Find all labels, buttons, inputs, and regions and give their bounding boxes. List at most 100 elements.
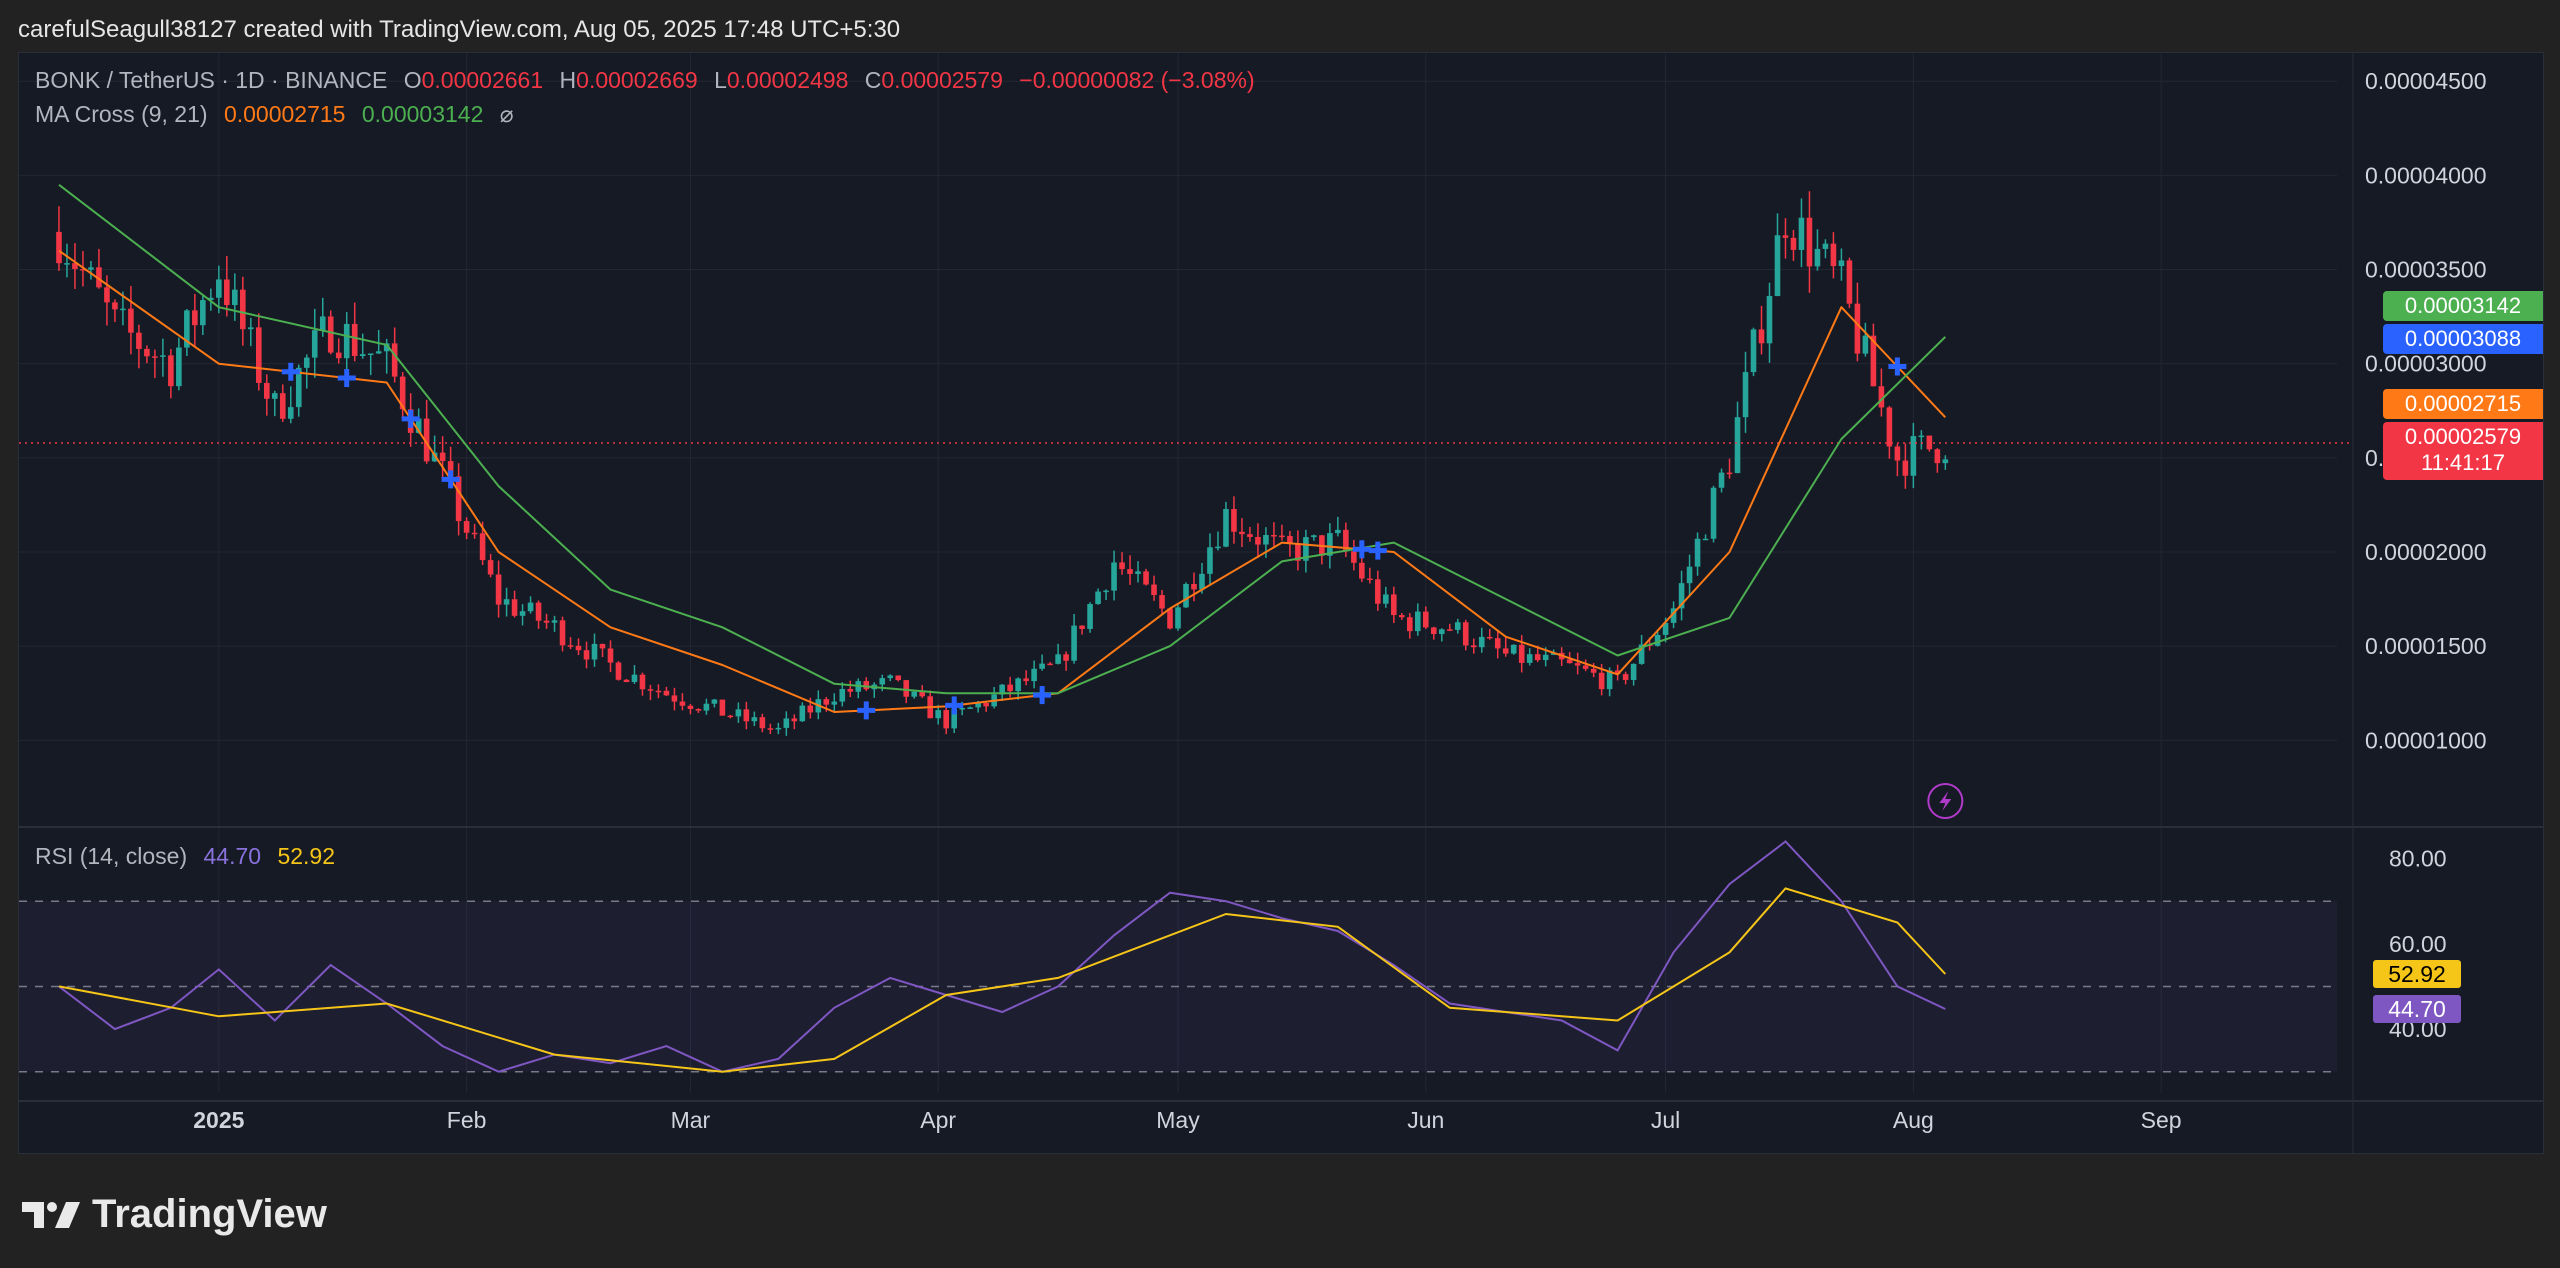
candle-body: [455, 476, 462, 522]
time-axis-label: Mar: [671, 1107, 711, 1133]
candle-body: [1750, 329, 1757, 373]
ma-cross-marker: [337, 369, 356, 388]
rsi-ma-badge: 52.92: [2373, 959, 2461, 988]
candle-body: [152, 356, 158, 358]
candle-body: [1015, 678, 1021, 692]
candle-body: [1510, 644, 1517, 654]
candle-body: [1199, 573, 1205, 590]
candle-body: [184, 310, 190, 348]
low-value: 0.00002498: [726, 67, 849, 93]
candle-body: [671, 695, 678, 702]
candle-body: [1327, 533, 1333, 556]
rsi-ma-badge-bg: [2373, 959, 2461, 988]
candle-body: [1542, 654, 1549, 661]
rsi-axis-tick-label: 60.00: [2389, 931, 2447, 957]
low-key: L: [714, 67, 727, 93]
high-key: H: [559, 67, 577, 93]
ma-cross-label[interactable]: MA Cross (9, 21): [35, 101, 208, 127]
candle-body: [463, 521, 470, 533]
candle-body: [975, 703, 981, 708]
candle-body: [687, 705, 694, 709]
candle-body: [1614, 670, 1621, 675]
candle-body: [80, 269, 86, 271]
candle-body: [607, 648, 614, 663]
candle-body: [367, 353, 374, 355]
candle-body: [1391, 594, 1397, 616]
candle-body: [1942, 459, 1949, 464]
candle-body: [1351, 551, 1357, 563]
candle-body: [1702, 538, 1709, 541]
candle-body: [527, 602, 534, 612]
time-axis-label: Jun: [1407, 1107, 1444, 1133]
candle-body: [1399, 615, 1405, 618]
brand-name: TradingView: [92, 1192, 327, 1236]
open-key: O: [403, 67, 422, 93]
candle-body: [623, 679, 630, 683]
candle-body: [1686, 566, 1693, 584]
candle-body: [104, 287, 110, 303]
candle-body: [1271, 535, 1277, 537]
lightning-icon-bolt: [1939, 791, 1952, 811]
candle-countdown: 11:41:17: [2420, 450, 2505, 475]
candle-body: [1678, 583, 1685, 609]
candle-body: [1806, 217, 1813, 267]
candle-body: [967, 707, 973, 709]
candle-body: [112, 302, 118, 310]
candle-body: [1654, 634, 1661, 646]
candle-body: [1007, 684, 1013, 692]
candles: [56, 191, 1949, 736]
ma-cross-marker: [281, 362, 300, 381]
candle-body: [1742, 372, 1749, 418]
candle-body: [943, 710, 949, 729]
candle-body: [791, 718, 798, 722]
candle-body: [271, 393, 278, 399]
candle-body: [479, 533, 486, 561]
candle-body: [1295, 543, 1301, 561]
candle-body: [1143, 571, 1149, 585]
candle-body: [1039, 663, 1045, 669]
eye-slash-icon[interactable]: ⌀: [499, 101, 514, 127]
chart-canvas[interactable]: 0.00004500 0.00004000 0.00003500 0.00003000…: [19, 53, 2543, 1153]
candle-body: [1223, 508, 1229, 547]
candle-body: [503, 599, 510, 605]
candle-body: [128, 308, 134, 333]
candle-body: [1478, 636, 1485, 648]
rsi-value: 44.70: [203, 843, 262, 869]
candle-body: [224, 279, 230, 306]
candle-body: [1023, 678, 1029, 682]
ma-21-line: [58, 184, 1947, 695]
candle-body: [255, 327, 262, 383]
candle-body: [535, 602, 542, 621]
tradingview-logo-icon: [22, 1201, 80, 1228]
price-axis-tick-label: 0.00003500: [2365, 257, 2487, 283]
ma-cross-marker: [1888, 357, 1907, 376]
candle-body: [919, 691, 926, 697]
candle-body: [391, 343, 398, 377]
candle-body: [1438, 629, 1445, 635]
candle-body: [1606, 670, 1613, 690]
symbol-title[interactable]: BONK / TetherUS · 1D · BINANCE: [35, 67, 388, 93]
rsi-label[interactable]: RSI (14, close): [35, 843, 188, 869]
candle-body: [983, 703, 989, 707]
chart-frame[interactable]: 0.00004500 0.00004000 0.00003500 0.00003000…: [18, 52, 2544, 1154]
candle-body: [543, 620, 550, 623]
price-axis-tick-label: 0.00002000: [2365, 539, 2487, 565]
slow-ma-price-badge: 0.00003142: [2383, 291, 2543, 321]
candle-body: [1526, 654, 1533, 663]
candle-body: [1870, 335, 1877, 387]
lightning-icon[interactable]: [1927, 783, 1964, 819]
candle-body: [631, 674, 638, 683]
candle-body: [192, 310, 198, 326]
candle-body: [823, 699, 830, 705]
candle-body: [232, 289, 238, 306]
candle-body: [375, 351, 382, 354]
candle-body: [1694, 538, 1701, 567]
candle-body: [263, 382, 270, 399]
candle-body: [735, 709, 742, 717]
last-price-badge: 0.00002579 11:41:17: [2383, 422, 2543, 480]
candle-body: [1311, 535, 1317, 538]
candle-body: [575, 645, 582, 651]
tradingview-logo[interactable]: TradingView: [22, 1192, 327, 1237]
candle-body: [1175, 607, 1181, 629]
candle-body: [1191, 584, 1197, 590]
